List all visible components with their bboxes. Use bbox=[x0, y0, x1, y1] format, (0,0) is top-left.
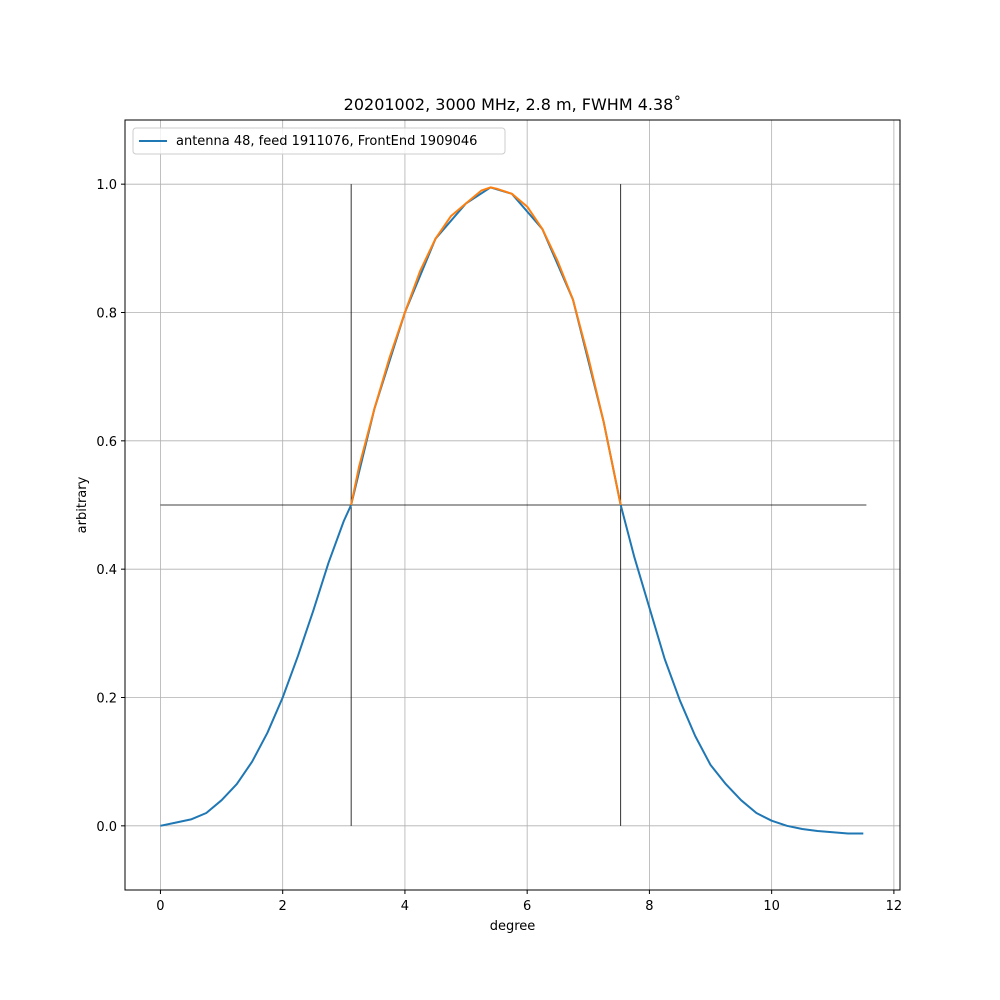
x-tick-label: 12 bbox=[886, 899, 903, 914]
x-tick-label: 10 bbox=[763, 899, 780, 914]
legend-entry: antenna 48, feed 1911076, FrontEnd 19090… bbox=[176, 134, 477, 149]
y-tick-label: 0.0 bbox=[96, 820, 117, 835]
y-tick-label: 0.4 bbox=[96, 563, 117, 578]
legend-box bbox=[132, 127, 506, 155]
series-line-fwhm-segment bbox=[350, 186, 622, 506]
y-axis-label: arbitrary bbox=[75, 476, 90, 533]
x-tick-label: 2 bbox=[279, 899, 287, 914]
y-tick-label: 0.8 bbox=[96, 307, 117, 322]
x-axis-ticks: 0 2 4 6 8 10 12 bbox=[156, 890, 902, 914]
chart-title: 20201002, 3000 MHz, 2.8 m, FWHM 4.38˚ bbox=[344, 95, 682, 114]
series-layer bbox=[160, 186, 864, 835]
x-tick-label: 6 bbox=[523, 899, 531, 914]
series-line-full-beam bbox=[160, 186, 864, 835]
x-tick-label: 4 bbox=[401, 899, 409, 914]
legend: antenna 48, feed 1911076, FrontEnd 19090… bbox=[132, 127, 506, 155]
y-tick-label: 0.2 bbox=[96, 692, 117, 707]
y-tick-label: 1.0 bbox=[96, 178, 117, 193]
y-tick-label: 0.6 bbox=[96, 435, 117, 450]
x-axis-label: degree bbox=[490, 919, 536, 934]
plot-frame bbox=[124, 119, 901, 891]
x-tick-label: 8 bbox=[645, 899, 653, 914]
x-tick-label: 0 bbox=[156, 899, 164, 914]
y-axis-ticks: 0.0 0.2 0.4 0.6 0.8 1.0 bbox=[96, 178, 125, 835]
